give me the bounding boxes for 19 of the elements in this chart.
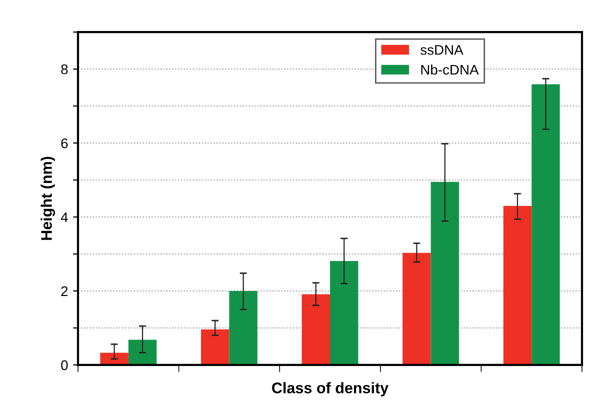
bar: [402, 252, 431, 365]
bar: [229, 290, 258, 365]
y-axis-title: Height (nm): [40, 156, 55, 240]
y-tick-label: 8: [61, 64, 68, 74]
y-tick-label: 2: [61, 286, 68, 296]
bar: [503, 206, 532, 365]
y-tick-label: 6: [61, 138, 68, 148]
bar: [330, 260, 358, 365]
bar: [302, 294, 330, 365]
bar: [200, 329, 230, 365]
bar: [100, 352, 128, 365]
legend-label: ssDNA: [420, 45, 464, 55]
y-tick-label: 4: [60, 212, 68, 222]
x-axis-title: Class of density: [272, 382, 389, 396]
bar: [128, 340, 157, 365]
bar: [430, 182, 460, 365]
bar: [532, 84, 560, 365]
legend-label: Nb-cDNA: [421, 64, 479, 75]
y-tick-label: 0: [61, 360, 68, 370]
